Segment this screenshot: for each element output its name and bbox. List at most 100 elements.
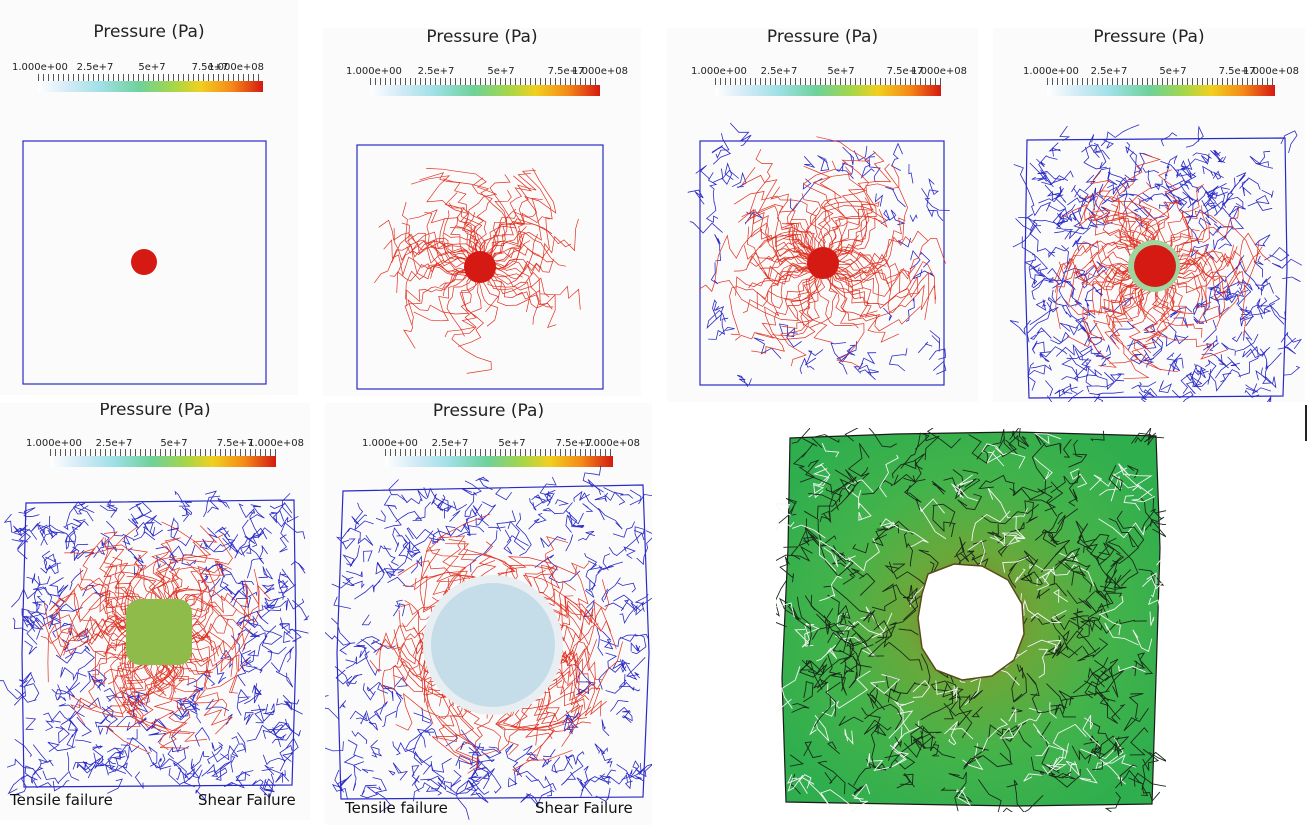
shear-crack (1050, 331, 1070, 345)
shear-crack (715, 133, 730, 159)
tensile-crack (775, 233, 813, 254)
shear-crack (1092, 343, 1104, 357)
shear-crack (264, 597, 279, 610)
tensile-crack (747, 226, 810, 285)
tensile-crack (160, 567, 169, 602)
shear-crack (912, 269, 935, 280)
shear-crack (392, 603, 406, 617)
fracture (878, 454, 899, 498)
shear-crack (413, 750, 433, 766)
shear-crack (223, 530, 235, 541)
fracture (1116, 510, 1145, 548)
shear-crack (24, 640, 38, 655)
shear-crack (1173, 317, 1188, 328)
shear-crack (516, 766, 539, 781)
colorbar (38, 81, 263, 92)
shear-crack (355, 644, 367, 658)
shear-crack (1169, 307, 1193, 318)
shear-crack (1147, 170, 1161, 191)
fracture (1052, 743, 1069, 768)
tensile-crack (1171, 274, 1203, 301)
shear-crack (560, 771, 577, 786)
shear-crack (1038, 187, 1063, 204)
shear-crack (1261, 189, 1274, 198)
fracture (1064, 553, 1091, 573)
shear-crack (594, 743, 608, 755)
fracture (978, 779, 1002, 812)
shear-crack (446, 790, 470, 820)
fracture (1098, 737, 1124, 769)
shear-crack (695, 165, 711, 180)
panel-stage-5: Pressure (Pa) 1.000e+00 2.5e+7 5e+7 7.5e… (0, 403, 310, 820)
fracture (899, 773, 914, 785)
shear-crack (217, 497, 230, 509)
tensile-crack (381, 629, 430, 704)
fracture (821, 510, 832, 524)
fracture (860, 606, 885, 639)
shear-crack (544, 775, 553, 797)
tensile-crack (463, 706, 502, 771)
shear-crack (1067, 194, 1105, 214)
fracture (844, 479, 874, 499)
fracture (842, 568, 865, 585)
shear-crack (1264, 246, 1290, 262)
domain-plot (1009, 124, 1303, 402)
tensile-crack (1098, 262, 1135, 315)
shear-crack (731, 171, 747, 188)
fracture (948, 688, 969, 701)
shear-crack (1268, 295, 1287, 321)
shear-crack (1012, 217, 1042, 248)
shear-crack (1027, 365, 1046, 376)
shear-crack (630, 642, 641, 652)
shear-crack (230, 635, 251, 665)
tensile-crack (1168, 205, 1208, 253)
fracture (903, 478, 926, 502)
shear-crack (633, 597, 652, 612)
fracture (877, 599, 917, 639)
shear-crack (1051, 289, 1065, 307)
tensile-cracks (699, 136, 946, 368)
shear-crack (1052, 280, 1070, 308)
shear-crack (503, 529, 513, 555)
shear-crack (1200, 153, 1210, 165)
shear-crack (1202, 189, 1216, 207)
tensile-crack (830, 208, 887, 252)
shear-crack (45, 720, 55, 732)
shear-crack (1038, 155, 1062, 184)
domain-plot (687, 122, 950, 388)
fracture (864, 703, 903, 731)
shear-crack (620, 599, 641, 612)
shear-crack (555, 499, 570, 506)
shear-crack (132, 693, 140, 718)
shear-crack (55, 685, 75, 701)
tensile-crack (830, 234, 860, 255)
fracture (1072, 608, 1103, 623)
fracture (911, 735, 927, 751)
shear-crack (24, 765, 35, 783)
shear-crack (842, 162, 854, 175)
shear-crack (401, 494, 422, 505)
fracture (1058, 690, 1075, 714)
shear-crack (174, 490, 190, 522)
shear-crack (69, 569, 84, 591)
fracture (1063, 439, 1072, 458)
fracture (823, 585, 880, 629)
shear-crack (240, 660, 258, 673)
tensile-crack (809, 207, 826, 250)
fracture (870, 724, 881, 769)
shear-crack (513, 763, 524, 786)
fracture (1051, 618, 1070, 651)
tensile-crack (404, 600, 440, 620)
shear-crack (638, 763, 652, 775)
shear-crack (476, 766, 502, 794)
tensile-crack (1054, 240, 1141, 281)
shear-crack (12, 617, 29, 632)
tensile-crack (828, 164, 900, 251)
shear-crack (1225, 177, 1236, 202)
fracture (1023, 550, 1038, 566)
fracture (1131, 488, 1155, 503)
tensile-crack (756, 268, 811, 309)
shear-crack (1234, 333, 1259, 356)
shear-crack (257, 530, 265, 538)
shear-crack (116, 708, 137, 727)
